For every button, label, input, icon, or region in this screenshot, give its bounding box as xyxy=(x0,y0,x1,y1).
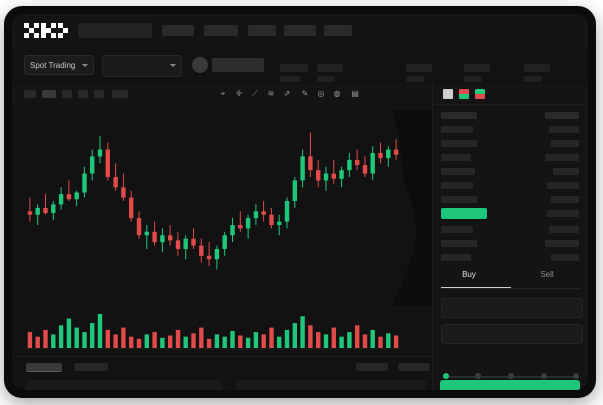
search-input[interactable] xyxy=(78,23,152,38)
order-form-tabs: Buy Sell xyxy=(441,266,581,289)
stat-high xyxy=(406,64,432,72)
footer-chip-hide[interactable] xyxy=(356,363,388,371)
ob-ask-row-size-1 xyxy=(545,112,579,119)
ob-ask-row-size-5 xyxy=(553,168,579,175)
stat-change-sub xyxy=(317,76,335,82)
panel-assets[interactable] xyxy=(26,380,222,390)
nav-item-5[interactable] xyxy=(324,25,352,36)
order-amount-field[interactable] xyxy=(441,324,583,344)
stat-low xyxy=(464,64,490,72)
trading-pair-select[interactable] xyxy=(102,55,182,77)
slider-node-25[interactable] xyxy=(475,373,481,379)
orderbook-header xyxy=(433,84,588,105)
active-tab-underline xyxy=(441,287,511,288)
app-screen: Spot Trading xyxy=(12,14,588,390)
stat-change xyxy=(317,64,343,72)
price-chart[interactable] xyxy=(12,104,432,304)
ob-ask-row-price-4 xyxy=(441,154,471,161)
fibonacci-icon[interactable]: ≋ xyxy=(267,89,275,98)
slider-node-75[interactable] xyxy=(541,373,547,379)
ob-ask-row-size-7 xyxy=(551,196,579,203)
tab-sell[interactable]: Sell xyxy=(540,270,554,279)
interval-chip-2[interactable] xyxy=(42,90,56,98)
ob-bid-row-price-3 xyxy=(441,254,471,261)
stat-high-sub xyxy=(406,76,424,82)
footer-chip-settings[interactable] xyxy=(398,363,430,371)
nav-item-2[interactable] xyxy=(204,25,238,36)
market-type-select[interactable]: Spot Trading xyxy=(24,55,94,75)
buy-button[interactable] xyxy=(440,380,580,390)
stat-last-price-sub xyxy=(280,76,300,82)
tab-order-history[interactable] xyxy=(74,363,108,371)
tablet-device-frame: Spot Trading xyxy=(4,6,596,398)
magnet-icon[interactable]: ◎ xyxy=(317,89,325,98)
brush-icon[interactable]: ✎ xyxy=(301,89,309,98)
ob-ask-row-size-2 xyxy=(549,126,579,133)
order-amount-slider[interactable] xyxy=(443,372,579,382)
ob-bid-row-price-2 xyxy=(441,240,477,247)
orderbook-bids-icon[interactable] xyxy=(459,89,469,99)
ob-spread-highlight xyxy=(441,208,487,219)
panel-orders[interactable] xyxy=(236,380,426,390)
chart-toolbar: ⌖ ✛ ⟋ ≋ ⇗ ✎ ◎ ◍ ▤ xyxy=(12,84,432,105)
top-navigation-bar xyxy=(12,14,588,49)
ob-ask-row-price-2 xyxy=(441,126,473,133)
stat-low-sub xyxy=(464,76,482,82)
ob-ask-row-size-6 xyxy=(547,182,579,189)
slider-node-0[interactable] xyxy=(443,373,449,379)
ob-spread-size xyxy=(547,210,579,217)
measure-icon[interactable]: ⇗ xyxy=(283,89,291,98)
chevron-down-icon xyxy=(82,63,88,67)
tab-open-orders[interactable] xyxy=(26,363,62,372)
orderbook-panel: Buy Sell xyxy=(432,84,588,390)
stat-volume-sub xyxy=(524,76,542,82)
stat-volume xyxy=(524,64,550,72)
ob-ask-row-size-3 xyxy=(551,140,579,147)
chart-footer-tabs xyxy=(12,356,432,377)
interval-chip-5[interactable] xyxy=(94,90,104,98)
market-toolbar: Spot Trading xyxy=(12,48,588,85)
chevron-down-icon xyxy=(170,64,176,67)
ob-ask-row-price-5 xyxy=(441,168,475,175)
ob-bid-row-size-2 xyxy=(545,240,579,247)
orderbook-asks-icon[interactable] xyxy=(475,89,485,99)
ob-ask-row-price-3 xyxy=(441,140,477,147)
interval-chip-4[interactable] xyxy=(78,90,88,98)
stat-last-price xyxy=(280,64,308,72)
ob-ask-row-size-4 xyxy=(545,154,579,161)
pair-name-label xyxy=(212,58,264,72)
interval-chip-3[interactable] xyxy=(62,90,72,98)
nav-item-3[interactable] xyxy=(248,25,276,36)
orderbook-all-icon[interactable] xyxy=(443,89,453,99)
slider-node-50[interactable] xyxy=(508,373,514,379)
trendline-icon[interactable]: ⟋ xyxy=(252,89,258,98)
ob-ask-row-price-1 xyxy=(441,112,477,119)
tab-buy[interactable]: Buy xyxy=(462,270,476,279)
okx-logo-icon[interactable] xyxy=(24,23,68,38)
cursor-icon[interactable]: ⌖ xyxy=(220,89,226,98)
ob-bid-row-size-3 xyxy=(551,254,579,261)
coin-avatar xyxy=(192,57,208,73)
ob-ask-row-price-7 xyxy=(441,196,477,203)
ob-bid-row-price-1 xyxy=(441,226,473,233)
nav-item-1[interactable] xyxy=(162,25,194,36)
crosshair-icon[interactable]: ✛ xyxy=(235,89,243,98)
trash-icon[interactable]: ▤ xyxy=(351,89,359,98)
eye-icon[interactable]: ◍ xyxy=(333,89,341,98)
market-type-label: Spot Trading xyxy=(30,60,76,70)
interval-chip-1[interactable] xyxy=(24,90,36,98)
ob-bid-row-size-1 xyxy=(549,226,579,233)
slider-node-100[interactable] xyxy=(573,373,579,379)
volume-chart xyxy=(12,306,432,356)
interval-chip-6[interactable] xyxy=(112,90,128,98)
ob-ask-row-price-6 xyxy=(441,182,473,189)
order-price-field[interactable] xyxy=(441,298,583,318)
nav-item-4[interactable] xyxy=(284,25,316,36)
